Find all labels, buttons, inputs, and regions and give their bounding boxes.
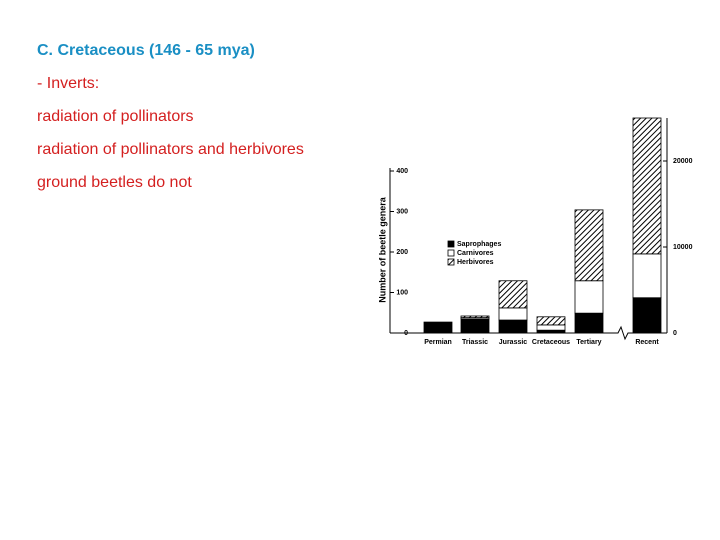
x-tick-label: Recent [635, 339, 659, 346]
bar [574, 312, 604, 334]
legend-label: Carnivores [457, 250, 494, 257]
bar [423, 321, 453, 334]
bar [632, 253, 662, 299]
y-tick-label: 0 [404, 330, 408, 337]
y-tick-label: 100 [396, 289, 408, 296]
bar [632, 297, 662, 334]
bar [498, 280, 528, 309]
slide-title: C. Cretaceous (146 - 65 mya) [37, 42, 255, 59]
x-tick-label: Jurassic [499, 339, 528, 346]
x-tick-label: Permian [424, 339, 452, 346]
y2-tick-label: 10000 [673, 244, 693, 251]
y-axis-label: Number of beetle genera [377, 196, 387, 303]
x-tick-label: Triassic [462, 339, 488, 346]
legend-label: Herbivores [457, 259, 494, 266]
bullet: - Inverts: [37, 75, 100, 92]
y-tick-label: 300 [396, 208, 408, 215]
bar [498, 319, 528, 334]
bar [632, 117, 662, 255]
bar [574, 280, 604, 314]
bullet: ground beetles do not [37, 174, 192, 191]
bar [536, 324, 566, 331]
x-tick-label: Tertiary [576, 339, 601, 346]
bullet: radiation of pollinators [37, 108, 194, 125]
bullet: radiation of pollinators and herbivores [37, 141, 304, 158]
x-tick-label: Cretaceous [532, 339, 570, 346]
legend-swatch [447, 240, 455, 248]
y2-tick-label: 20000 [673, 158, 693, 165]
legend-label: Saprophages [457, 241, 501, 248]
bar [574, 209, 604, 282]
legend-swatch [447, 258, 455, 266]
bar [460, 315, 490, 319]
bar [536, 316, 566, 326]
y2-tick-label: 0 [673, 330, 677, 337]
bar [498, 307, 528, 321]
y-tick-label: 400 [396, 168, 408, 175]
y-tick-label: 200 [396, 249, 408, 256]
bar [460, 318, 490, 334]
legend-swatch [447, 249, 455, 257]
bar [536, 329, 566, 334]
